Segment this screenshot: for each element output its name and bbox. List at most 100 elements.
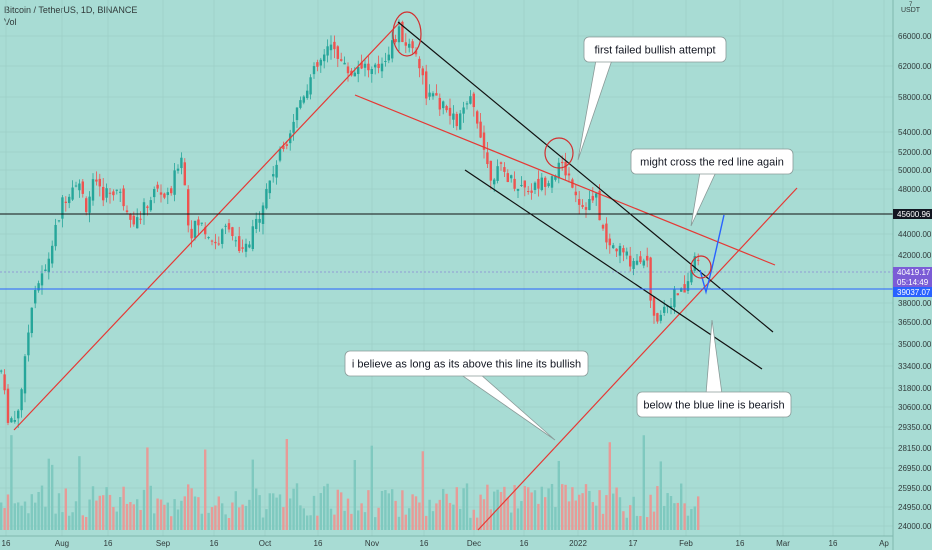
volume-bar: [258, 495, 261, 530]
candle-body: [537, 178, 540, 189]
candle-body: [540, 177, 543, 190]
candle-body: [438, 97, 441, 110]
candle-body: [625, 251, 628, 256]
candle-body: [241, 247, 244, 249]
candle-body: [649, 257, 652, 301]
candle-body: [357, 66, 360, 75]
candle-body: [459, 113, 462, 130]
candle-body: [285, 144, 288, 146]
candle-body: [557, 162, 560, 179]
candle-body: [302, 96, 305, 103]
time-tick: 16: [210, 539, 219, 548]
volume-bar: [17, 502, 20, 530]
currency-marker: 7: [909, 2, 913, 8]
candle-body: [431, 93, 435, 97]
candle-body: [384, 60, 387, 62]
price-tick: 52000.00: [898, 148, 932, 157]
callout-cross-red: might cross the red line again: [630, 148, 794, 227]
volume-bar: [591, 502, 594, 530]
candle-body: [652, 296, 656, 316]
price-badge-text: 40419.17: [897, 268, 931, 277]
candle-body: [591, 195, 594, 201]
volume-bar: [557, 460, 560, 530]
candle-body: [57, 220, 61, 222]
volume-bar: [255, 488, 258, 530]
volume-bar: [629, 505, 632, 530]
candle-body: [629, 255, 632, 267]
candle-body: [183, 162, 186, 186]
volume-bar: [540, 486, 543, 530]
candle-body: [306, 90, 309, 99]
volume-bar: [350, 513, 353, 530]
callout-tail: [690, 171, 717, 227]
volume-bar: [302, 508, 305, 530]
candle-body: [584, 207, 588, 210]
volume-bar: [136, 499, 139, 530]
candle-body: [615, 248, 618, 252]
candle-body: [309, 77, 312, 95]
candle-body: [238, 236, 241, 251]
volume-bar: [567, 501, 571, 530]
volume-bar: [261, 517, 265, 530]
candle-body: [282, 145, 285, 149]
candle-body: [408, 43, 411, 48]
volume-bar: [102, 495, 105, 530]
candle-body: [425, 71, 428, 99]
volume-bar: [74, 501, 78, 530]
volume-bar: [176, 509, 180, 530]
candle-body: [411, 41, 414, 49]
candle-body: [394, 39, 397, 42]
volume-bar: [40, 485, 44, 530]
candle-body: [554, 175, 557, 180]
volume-bar: [635, 515, 639, 530]
candle-body: [34, 290, 37, 304]
volume-bar: [520, 501, 523, 530]
candle-body: [231, 227, 234, 237]
candle-body: [469, 96, 472, 104]
volume-bar: [183, 496, 186, 530]
candle-body: [496, 166, 499, 181]
candle-body: [44, 269, 47, 272]
circle-marker: [392, 11, 422, 57]
symbol-title[interactable]: Bitcoin / TetherUS, 1D, BINANCE: [4, 5, 138, 15]
volume-bar: [652, 511, 656, 530]
candle-body: [605, 223, 608, 243]
volume-bar: [669, 496, 673, 530]
volume-bar: [333, 514, 336, 530]
volume-bar: [690, 508, 693, 530]
candle-body: [612, 245, 615, 249]
candle-body: [533, 182, 537, 190]
callout-blue-bearish: below the blue line is bearish: [636, 319, 792, 418]
drawn-trendlines: [0, 21, 893, 531]
volume-bar: [554, 507, 557, 530]
candle-body: [119, 191, 122, 193]
candle-body: [115, 189, 118, 191]
volume-bar: [391, 489, 394, 530]
candle-body: [136, 217, 139, 229]
candle-body: [404, 42, 407, 46]
candle-body: [374, 64, 377, 68]
candle-body: [108, 192, 112, 194]
candle-body: [200, 222, 203, 224]
time-tick: Aug: [55, 539, 69, 548]
candle-body: [132, 215, 135, 225]
volume-bar: [516, 508, 520, 530]
candle-body: [598, 190, 601, 221]
volume-bar: [0, 502, 3, 530]
candle-body: [486, 152, 489, 165]
volume-indicator-label[interactable]: Vol: [4, 17, 17, 27]
volume-bar: [251, 459, 254, 530]
volume-bar: [98, 495, 101, 530]
candle-body: [547, 183, 550, 187]
volume-bar: [632, 496, 635, 530]
price-badge: [893, 209, 932, 219]
candle-body: [482, 132, 486, 150]
volume-bars: [0, 435, 700, 530]
time-axis: 16 Aug 16 Sep 16 Oct 16 Nov 16 Dec 16 2022 17 Feb 16 Ma…: [0, 535, 893, 548]
volume-bar: [289, 498, 292, 530]
candle-body: [581, 205, 584, 207]
volume-bar: [588, 490, 591, 530]
candle-body: [683, 284, 686, 293]
